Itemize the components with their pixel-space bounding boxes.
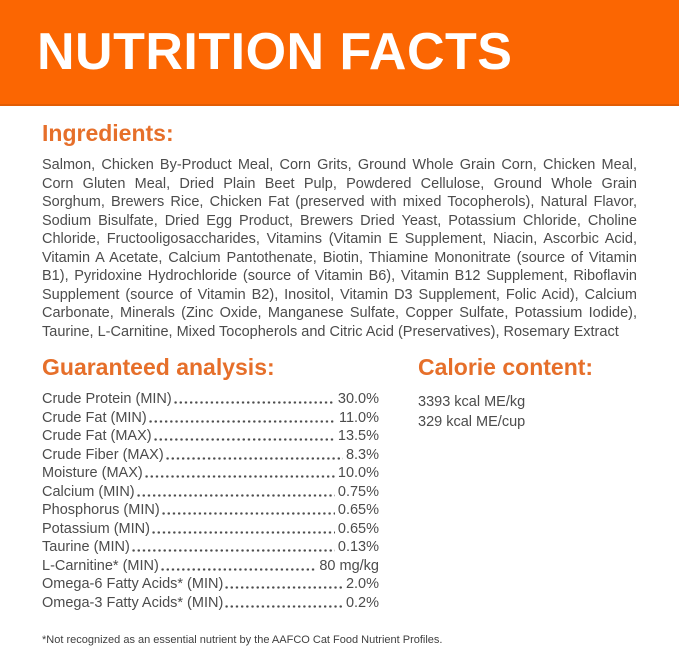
analysis-row-value: 30.0% bbox=[337, 391, 379, 407]
analysis-row: Crude Fat (MAX) 13.5% bbox=[42, 427, 379, 446]
analysis-row-label: Taurine (MIN) bbox=[42, 539, 130, 555]
analysis-row-value: 0.65% bbox=[337, 520, 379, 537]
analysis-row-label: Crude Fat (MAX) bbox=[42, 428, 152, 444]
ingredients-text: Salmon, Chicken By-Product Meal, Corn Gr… bbox=[42, 157, 637, 340]
analysis-row-label: Crude Fat (MIN) bbox=[42, 409, 147, 426]
analysis-row: Phosphorus (MIN) 0.65% bbox=[42, 501, 379, 520]
analysis-row-value: 0.2% bbox=[345, 594, 379, 611]
analysis-row-label: Phosphorus (MIN) bbox=[42, 502, 160, 518]
dotted-leader bbox=[150, 519, 335, 538]
aafco-footnote: *Not recognized as an essential nutrient… bbox=[42, 634, 443, 646]
analysis-row-value: 80 mg/kg bbox=[319, 557, 379, 574]
analysis-row: Potassium (MIN) 0.65% bbox=[42, 519, 379, 538]
header-banner: NUTRITION FACTS bbox=[0, 0, 679, 106]
analysis-and-calories-section: Guaranteed analysis: Crude Protein (MIN)… bbox=[42, 354, 637, 612]
analysis-row-value: 11.0% bbox=[338, 409, 379, 426]
analysis-row-label: Omega-3 Fatty Acids* (MIN) bbox=[42, 594, 224, 611]
analysis-row: Omega-6 Fatty Acids* (MIN) 2.0% bbox=[42, 575, 379, 594]
analysis-row: Crude Fat (MIN) 11.0% bbox=[42, 408, 379, 427]
analysis-row-label: Crude Fiber (MAX) bbox=[42, 446, 164, 463]
analysis-row-value: 13.5% bbox=[337, 428, 379, 444]
analysis-row-label: Omega-6 Fatty Acids* (MIN) bbox=[42, 576, 224, 592]
analysis-row: Omega-3 Fatty Acids* (MIN) 0.2% bbox=[42, 593, 379, 612]
calorie-content-heading: Calorie content: bbox=[418, 354, 594, 380]
analysis-row: Calcium (MIN) 0.75% bbox=[42, 482, 379, 501]
analysis-row: Crude Protein (MIN) 30.0% bbox=[42, 390, 379, 409]
dotted-leader bbox=[224, 575, 343, 594]
dotted-leader bbox=[143, 464, 335, 483]
analysis-row-value: 2.0% bbox=[345, 576, 379, 592]
guaranteed-analysis-table: Crude Protein (MIN) 30.0% Crude Fat (MIN… bbox=[42, 390, 379, 612]
analysis-row: Crude Fiber (MAX) 8.3% bbox=[42, 445, 379, 464]
dotted-leader bbox=[152, 427, 335, 446]
label-content: Ingredients: Salmon, Chicken By-Product … bbox=[0, 120, 679, 612]
dotted-leader bbox=[224, 593, 343, 612]
analysis-row-value: 0.75% bbox=[337, 483, 379, 500]
calorie-line-cup: 329 kcal ME/cup bbox=[418, 414, 526, 430]
dotted-leader bbox=[135, 482, 335, 501]
analysis-row: Moisture (MAX) 10.0% bbox=[42, 464, 379, 483]
calorie-line-kg: 3393 kcal ME/kg bbox=[418, 394, 526, 410]
analysis-row-label: Potassium (MIN) bbox=[42, 520, 150, 537]
analysis-row: L-Carnitine* (MIN) 80 mg/kg bbox=[42, 556, 379, 575]
guaranteed-analysis-section: Guaranteed analysis: Crude Protein (MIN)… bbox=[42, 354, 379, 612]
analysis-row-value: 0.13% bbox=[337, 539, 379, 555]
dotted-leader bbox=[159, 556, 317, 575]
dotted-leader bbox=[160, 501, 335, 520]
dotted-leader bbox=[130, 538, 335, 557]
analysis-row-label: Crude Protein (MIN) bbox=[42, 391, 172, 407]
analysis-row-value: 10.0% bbox=[337, 465, 379, 481]
analysis-row-label: L-Carnitine* (MIN) bbox=[42, 557, 159, 574]
calorie-content-section: Calorie content: 3393 kcal ME/kg 329 kca… bbox=[418, 354, 593, 612]
analysis-row-label: Calcium (MIN) bbox=[42, 483, 135, 500]
dotted-leader bbox=[172, 390, 335, 409]
analysis-row-value: 0.65% bbox=[337, 502, 379, 518]
dotted-leader bbox=[147, 408, 336, 427]
calorie-content-values: 3393 kcal ME/kg 329 kcal ME/cup bbox=[418, 392, 593, 432]
analysis-row-value: 8.3% bbox=[345, 446, 379, 463]
analysis-row-label: Moisture (MAX) bbox=[42, 465, 143, 481]
ingredients-heading: Ingredients: bbox=[42, 120, 174, 146]
analysis-row: Taurine (MIN) 0.13% bbox=[42, 538, 379, 557]
page-title: NUTRITION FACTS bbox=[37, 23, 513, 81]
guaranteed-analysis-heading: Guaranteed analysis: bbox=[42, 354, 275, 380]
dotted-leader bbox=[164, 445, 343, 464]
